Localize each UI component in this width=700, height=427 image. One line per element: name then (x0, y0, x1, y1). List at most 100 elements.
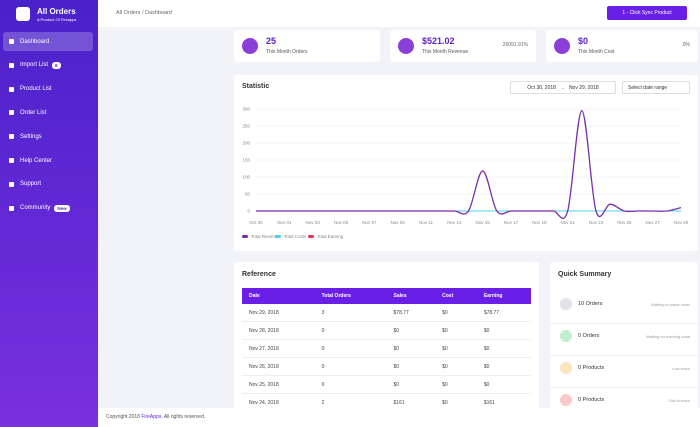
menu-item[interactable]: Support (3, 175, 93, 194)
table-cell: Nov 26, 2018 (242, 357, 315, 376)
menu-icon (9, 205, 14, 211)
menu-icon (9, 39, 14, 44)
menu-item[interactable]: Dashboard (3, 32, 93, 51)
date-from: Oct 30, 2018 (527, 84, 556, 91)
table-cell: $0 (435, 321, 477, 340)
table-cell: $0 (435, 375, 477, 394)
date-range[interactable]: Oct 30, 2018 → Nov 29, 2018 (510, 81, 616, 94)
reference-title: Reference (242, 271, 276, 278)
menu-icon (9, 181, 14, 187)
x-tick-label: Nov 21 (561, 220, 576, 225)
table-cell: $0 (386, 375, 436, 394)
y-tick-label: 50 (245, 192, 251, 197)
table-cell: $0 (435, 393, 477, 410)
reference-panel: Reference Date Total Orders Sales Cost Earni… (234, 262, 539, 410)
table-cell: $0 (386, 357, 436, 376)
crumb[interactable]: All Orders (116, 10, 141, 16)
stat-card: $521.02 This Month Revenue 26091.91% (390, 30, 536, 62)
table-cell: 0 (314, 339, 387, 358)
stat-card: 25 This Month Orders (234, 30, 380, 62)
menu-label: Dashboard (20, 38, 50, 45)
table-row: Nov 28, 2018 0 $0 $0 $0 (242, 321, 531, 340)
legend-label: Total Costs (284, 234, 307, 239)
card-icon (398, 38, 414, 54)
card-label: This Month Orders (266, 49, 308, 55)
summary-note: Out of stock (668, 398, 690, 403)
legend-label: Total Earning (317, 234, 344, 239)
table-row: Nov 26, 2018 0 $0 $0 $0 (242, 357, 531, 376)
table-cell: $161 (476, 393, 531, 410)
logo-title: All Orders (37, 7, 76, 16)
y-tick-label: 150 (242, 158, 250, 163)
column-header: Cost (435, 288, 477, 304)
legend-swatch (308, 235, 314, 238)
summary-title: Quick Summary (558, 271, 612, 278)
y-tick-label: 100 (242, 175, 250, 180)
summary-note: Waiting for tracking code (646, 334, 690, 339)
breadcrumb: All Orders / Dashboard (116, 10, 172, 16)
summary-item: 0 Orders Waiting for tracking code (550, 324, 698, 356)
logo-icon (16, 7, 30, 21)
select-range[interactable]: Select date range (622, 81, 690, 94)
card-icon (242, 38, 258, 54)
table-row: Nov 29, 2018 3 $78.77 $0 $78.77 (242, 304, 531, 322)
menu-item[interactable]: Settings (3, 127, 93, 146)
series-line (256, 110, 682, 219)
card-value: $521.02 (422, 36, 455, 46)
reference-table: Date Total Orders Sales Cost Earning Nov 29, … (242, 288, 531, 410)
table-cell: Nov 24, 2018 (242, 393, 315, 410)
sync-button[interactable]: 1 - Click Sync Product (607, 6, 687, 20)
summary-note: Waiting to place order (651, 302, 690, 307)
table-cell: $0 (386, 339, 436, 358)
table-cell: 2 (314, 393, 387, 410)
menu-item[interactable]: Community New (3, 199, 93, 218)
table-cell: 0 (314, 375, 387, 394)
table-row: Nov 24, 2018 2 $161 $0 $161 (242, 393, 531, 410)
menu-icon (9, 158, 14, 163)
x-tick-label: Nov 25 (617, 220, 632, 225)
y-tick-label: 200 (242, 141, 250, 146)
summary-item: 0 Products Low stock (550, 356, 698, 388)
footer-link[interactable]: FireApps (141, 414, 162, 420)
summary-value: 0 Products (578, 365, 605, 371)
menu-badge: 8 (52, 61, 61, 69)
menu-label: Community (20, 205, 51, 212)
x-tick-label: Nov 29 (674, 220, 689, 225)
menu-label: Support (20, 181, 42, 188)
summary-value: 0 Products (578, 397, 605, 403)
menu-item[interactable]: Order List (3, 103, 93, 122)
x-tick-label: Nov 23 (589, 220, 604, 225)
column-header: Total Orders (314, 288, 387, 304)
x-tick-label: Nov 17 (504, 220, 519, 225)
x-tick-label: Nov 03 (306, 220, 321, 225)
card-change: 26091.91% (502, 42, 528, 48)
menu-item[interactable]: Product List (3, 80, 93, 99)
legend-label: Total Revenue (251, 234, 280, 239)
sidebar: All Orders A Product Of Fireapps Dashboa… (0, 0, 98, 427)
menu-icon (9, 134, 14, 140)
stat-card: $0 This Month Cost 0% (546, 30, 698, 62)
menu-item[interactable]: Import List 8 (3, 56, 93, 75)
table-cell: $0 (435, 339, 477, 358)
table-cell: Nov 27, 2018 (242, 339, 315, 358)
x-tick-label: Nov 11 (419, 220, 433, 225)
menu-icon (9, 62, 14, 68)
header-row: Date Total Orders Sales Cost Earning (242, 288, 531, 304)
legend-swatch (242, 235, 248, 238)
table-cell: 0 (314, 357, 387, 376)
menu-icon (9, 86, 14, 92)
menu-badge: New (54, 204, 70, 212)
y-tick-label: 250 (242, 124, 250, 129)
menu-label: Product List (20, 86, 52, 93)
menu-item[interactable]: Help Center (3, 151, 93, 170)
table-cell: $0 (435, 304, 477, 322)
summary-item: 0 Products Out of stock (550, 388, 698, 410)
menu-label: Order List (20, 109, 47, 116)
table-cell: $161 (386, 393, 436, 410)
summary-value: 10 Orders (578, 301, 603, 307)
footer-text: Copyright 2018 (106, 414, 140, 420)
x-tick-label: Nov 27 (646, 220, 661, 225)
x-tick-label: Oct 30 (249, 220, 263, 225)
table-cell: $0 (435, 357, 477, 376)
